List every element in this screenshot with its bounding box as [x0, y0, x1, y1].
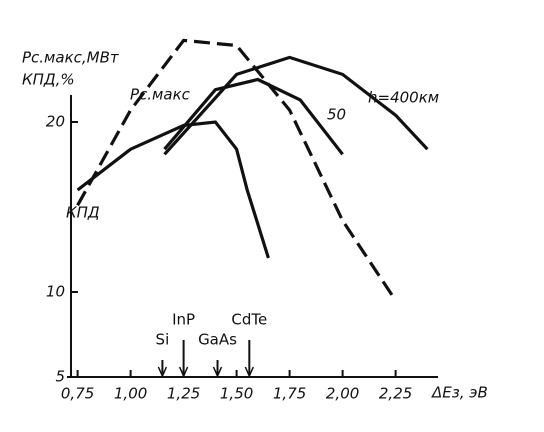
- arrow-head: [244, 366, 255, 378]
- curve-label: 50: [327, 106, 346, 124]
- x-tick-label: 2,25: [379, 385, 412, 403]
- x-tick-label: 2,00: [326, 385, 359, 403]
- curve: [76, 120, 270, 259]
- y-tick-label: 20: [46, 113, 65, 131]
- x-tick-label: 1,75: [273, 385, 306, 403]
- arrow-head: [178, 366, 189, 378]
- material-label: Si: [156, 331, 170, 349]
- arrow-head: [157, 366, 168, 378]
- curves: [76, 38, 429, 302]
- y-tick-label: 5: [55, 368, 65, 386]
- x-tick-label: 0,75: [61, 385, 94, 403]
- y-label-bottom: КПД,%: [22, 71, 75, 89]
- x-tick-label: 1,25: [167, 385, 200, 403]
- curve-label: КПД: [66, 204, 100, 222]
- x-tick-label: 1,00: [114, 385, 147, 403]
- x-label: ΔEз, эВ: [431, 384, 488, 402]
- material-label: GaAs: [198, 331, 237, 349]
- curve: [163, 77, 344, 156]
- y-label-top: Pс.макс,МВт: [22, 49, 120, 67]
- curve-label: h=400км: [368, 89, 439, 107]
- arrow-head: [212, 366, 223, 378]
- material-label: InP: [172, 311, 195, 329]
- curve-label: Pс.макс: [130, 86, 191, 104]
- y-tick-label: 10: [46, 283, 65, 301]
- x-tick-label: 1,50: [220, 385, 253, 403]
- material-label: CdTe: [231, 311, 267, 329]
